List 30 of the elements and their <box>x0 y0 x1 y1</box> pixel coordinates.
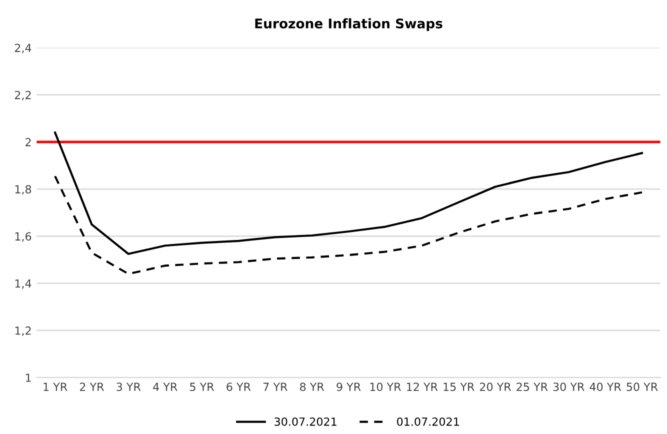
x-tick-label: 3 YR <box>116 382 141 392</box>
x-tick-label: 7 YR <box>263 382 288 391</box>
y-tick-label: 1,4 <box>15 279 32 289</box>
y-tick-label: 1,2 <box>15 326 31 336</box>
line-series <box>54 132 644 255</box>
x-tick-label: 15 YR <box>444 382 474 392</box>
legend-label: 01.07.2021 <box>397 417 459 426</box>
y-tick-label: 1 <box>26 374 31 382</box>
x-tick-label: 10 YR <box>370 382 401 392</box>
line-series <box>54 175 644 275</box>
x-tick-label: 5 YR <box>190 382 214 392</box>
y-tick-label: 1,6 <box>15 232 32 242</box>
x-tick-label: 8 YR <box>300 382 324 392</box>
y-tick-label: 2,4 <box>14 44 32 54</box>
legend-label: 30.07.2021 <box>274 417 336 426</box>
x-tick-label: 40 YR <box>590 382 622 392</box>
x-tick-label: 12 YR <box>407 382 438 391</box>
x-tick-label: 2 YR <box>80 382 104 391</box>
x-tick-label: 4 YR <box>153 382 178 391</box>
x-tick-label: 30 YR <box>553 382 584 392</box>
x-tick-label: 50 YR <box>626 382 658 392</box>
x-tick-label: 20 YR <box>480 382 512 392</box>
chart-title: Eurozone Inflation Swaps <box>255 18 442 32</box>
y-tick-label: 2 <box>26 138 31 146</box>
y-tick-label: 2,2 <box>14 90 31 100</box>
x-tick-label: 9 YR <box>336 382 361 392</box>
x-tick-label: 6 YR <box>226 382 251 392</box>
x-tick-label: 25 YR <box>516 382 548 392</box>
y-tick-label: 1,8 <box>15 185 32 195</box>
x-tick-label: 1 YR <box>44 382 68 391</box>
